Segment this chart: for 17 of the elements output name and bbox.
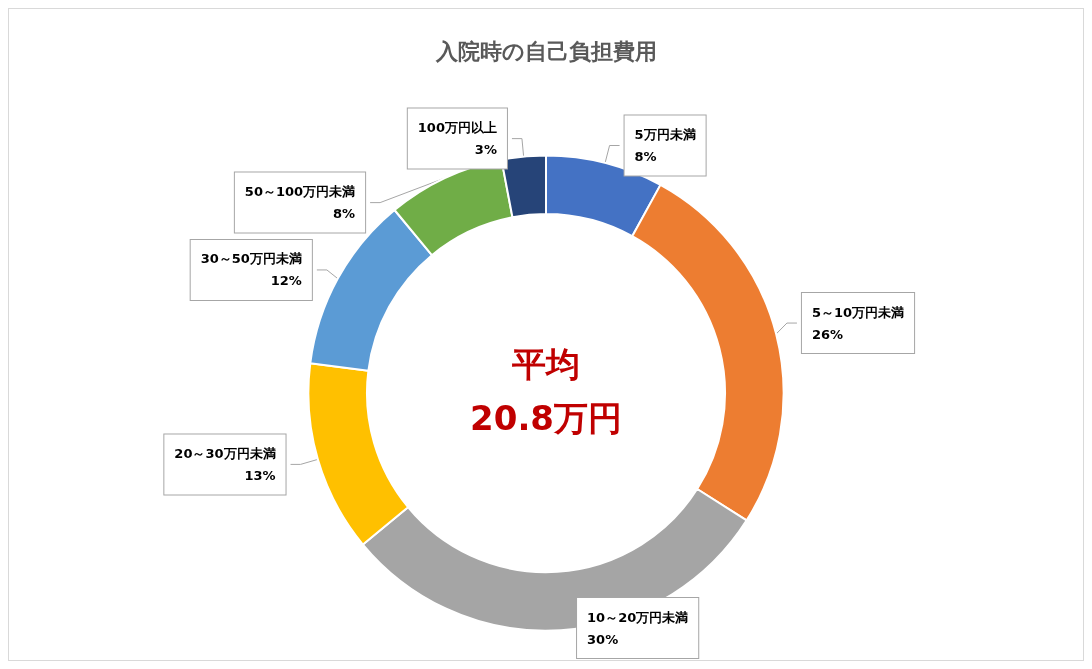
slice-label: 30～50万円未満 [200, 251, 302, 267]
data-label: 8% [333, 206, 356, 222]
slice-label: 100万円以上 [417, 120, 497, 136]
data-label: 8% [634, 149, 657, 165]
data-label: 13% [244, 467, 276, 483]
data-label: 3% [474, 142, 497, 158]
chart-title: 入院時の自己負担費用 [434, 38, 657, 64]
slice-label: 50～100万円未満 [244, 184, 356, 200]
text: 20.8万円 [470, 398, 622, 438]
slice-label: 5万円未満 [634, 127, 696, 143]
slice-label: 10～20万円未満 [587, 609, 689, 625]
text: 平均 [511, 344, 580, 384]
slice-label: 5～10万円未満 [811, 304, 905, 320]
data-label: 12% [270, 273, 302, 289]
data-label: 30% [587, 631, 619, 647]
data-label: 26% [811, 326, 844, 342]
slice-label: 20～30万円未満 [174, 445, 276, 461]
